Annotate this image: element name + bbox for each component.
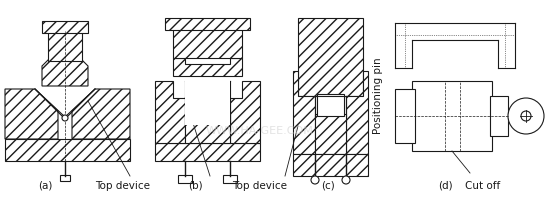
Polygon shape <box>155 81 185 143</box>
Bar <box>412 81 492 151</box>
Circle shape <box>521 111 531 121</box>
Bar <box>5 139 130 161</box>
Bar <box>293 154 368 176</box>
Circle shape <box>342 176 350 184</box>
Polygon shape <box>72 89 130 139</box>
Bar <box>42 21 88 33</box>
Circle shape <box>508 98 544 134</box>
Bar <box>155 143 260 161</box>
Bar <box>298 18 363 96</box>
Text: Top device: Top device <box>232 181 287 191</box>
Bar <box>317 94 344 116</box>
Bar <box>395 89 415 143</box>
Bar <box>315 114 346 154</box>
Text: Top device: Top device <box>95 181 150 191</box>
Polygon shape <box>173 58 242 76</box>
Polygon shape <box>346 71 368 154</box>
Circle shape <box>62 115 68 121</box>
Circle shape <box>311 176 319 184</box>
Text: (b): (b) <box>188 181 202 191</box>
Polygon shape <box>293 71 315 154</box>
Bar <box>185 113 230 143</box>
Text: (a): (a) <box>38 181 52 191</box>
Bar <box>60 175 70 181</box>
Bar <box>490 96 508 136</box>
Bar <box>185 80 230 125</box>
Text: WWW.HA-GEE.COM: WWW.HA-GEE.COM <box>206 126 314 136</box>
Bar <box>173 28 242 58</box>
Bar <box>178 175 192 183</box>
Text: (d): (d) <box>438 181 452 191</box>
Polygon shape <box>42 48 88 86</box>
Text: Positioning pin: Positioning pin <box>373 58 383 134</box>
Text: (c): (c) <box>321 181 335 191</box>
Bar <box>165 18 250 30</box>
Polygon shape <box>5 89 58 139</box>
Bar <box>48 31 82 61</box>
Polygon shape <box>230 81 260 143</box>
Bar <box>223 175 237 183</box>
Text: Cut off: Cut off <box>465 181 500 191</box>
